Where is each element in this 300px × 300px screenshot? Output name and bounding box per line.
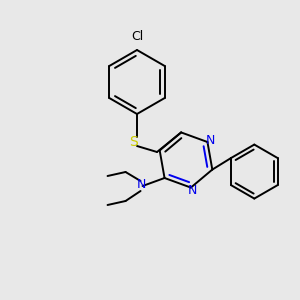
Text: N: N <box>188 184 197 197</box>
Text: S: S <box>130 135 138 149</box>
Text: N: N <box>137 178 146 191</box>
Text: N: N <box>206 134 215 146</box>
Text: Cl: Cl <box>131 30 143 43</box>
